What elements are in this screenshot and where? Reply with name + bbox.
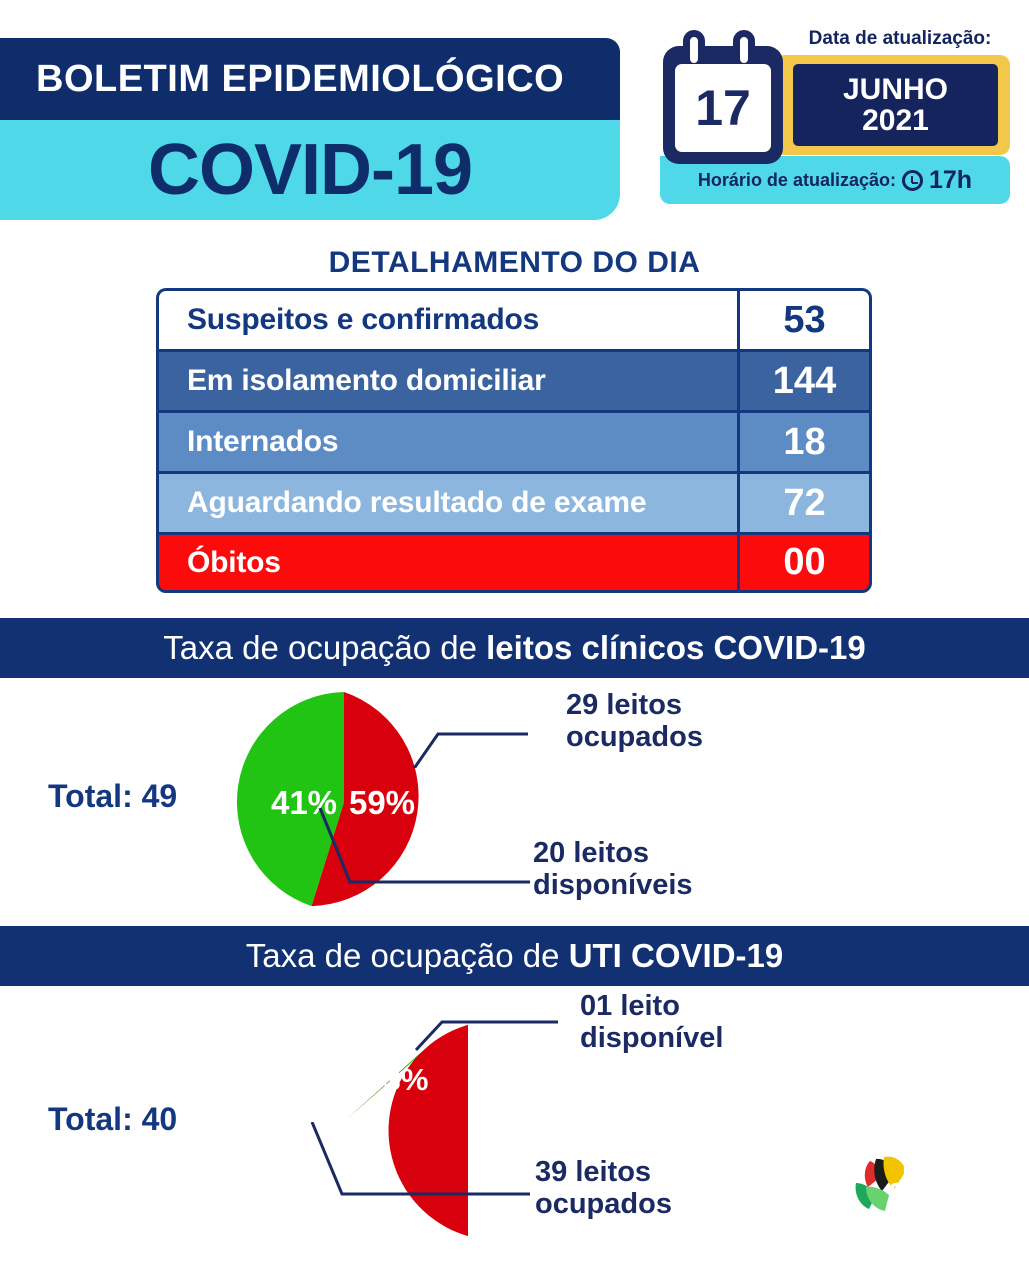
icu-band: Taxa de ocupação de UTI COVID-19 bbox=[0, 926, 1029, 986]
clinical-beds-band-text: Taxa de ocupação de leitos clínicos COVI… bbox=[163, 629, 866, 667]
page-header: BOLETIM EPIDEMIOLÓGICO COVID-19 Data de … bbox=[0, 0, 1029, 228]
icu-occupied-callout: 39 leitos ocupados bbox=[535, 1156, 672, 1221]
band-strong-1: leitos clínicos COVID-19 bbox=[486, 629, 866, 666]
year-value: 2021 bbox=[862, 104, 929, 137]
calendar-icon: 17 bbox=[663, 30, 783, 164]
day-value: 17 bbox=[695, 80, 751, 136]
pie-occupied-percent: 59% bbox=[349, 784, 415, 821]
table-row-label: Aguardando resultado de exame bbox=[187, 486, 647, 519]
update-time-bar: Horário de atualização: 17h bbox=[660, 156, 1010, 204]
porto-seguro-logo: SECRETARIA MUNICIPAL DA SAÚDE PREFEITURA… bbox=[855, 1086, 1016, 1233]
clinical-occupied-leader-line bbox=[412, 732, 528, 768]
bulletin-title: BOLETIM EPIDEMIOLÓGICO bbox=[36, 57, 565, 100]
clock-icon bbox=[901, 169, 923, 191]
logo-mark-and-wordmark: PREFEITURA DE PORTO SEGURO O Brasil nasc… bbox=[855, 1147, 1016, 1233]
clinical-available-leader-line bbox=[318, 808, 530, 884]
time-value: 17h bbox=[928, 165, 973, 194]
icu-total-label: Total: 40 bbox=[48, 1101, 178, 1137]
logo-secretaria-line3: DA SAÚDE bbox=[903, 1124, 979, 1139]
table-row-value: 144 bbox=[737, 352, 869, 410]
icu-available-leader-line bbox=[414, 1020, 558, 1052]
date-frame: JUNHO 2021 bbox=[775, 55, 1010, 155]
icu-occupied-line2: ocupados bbox=[535, 1188, 672, 1221]
table-row-label: Em isolamento domiciliar bbox=[187, 364, 546, 397]
pie-slice-available bbox=[348, 1044, 430, 1118]
covid-title: COVID-19 bbox=[147, 130, 473, 210]
calendar-day-face: 17 bbox=[675, 64, 771, 152]
clinical-beds-section: Total: 49 59% 41% 29 leitos ocupados 20 … bbox=[0, 678, 1029, 926]
band-prefix-1: Taxa de ocupação de bbox=[163, 629, 487, 666]
pie-available-percent: 3% bbox=[384, 1062, 429, 1097]
clinical-available-line2: disponíveis bbox=[533, 869, 693, 902]
clinical-available-callout: 20 leitos disponíveis bbox=[533, 837, 693, 902]
icu-available-line1: 01 leito bbox=[580, 990, 680, 1022]
table-row-label: Suspeitos e confirmados bbox=[187, 303, 540, 336]
band-strong-2: UTI COVID-19 bbox=[568, 937, 784, 974]
clinical-occupied-callout: 29 leitos ocupados bbox=[566, 689, 703, 754]
table-row: Internados 18 bbox=[156, 410, 872, 471]
band-prefix-2: Taxa de ocupação de bbox=[245, 937, 569, 974]
table-row-value: 53 bbox=[737, 291, 869, 349]
logo-secretaria-line1: SECRETARIA bbox=[894, 1088, 988, 1102]
icu-pie-chart: 97% 3% bbox=[281, 1024, 468, 1237]
table-row-value: 72 bbox=[737, 474, 869, 532]
table-row: Óbitos 00 bbox=[156, 532, 872, 593]
table-row: Suspeitos e confirmados 53 bbox=[156, 288, 872, 349]
table-row: Aguardando resultado de exame 72 bbox=[156, 471, 872, 532]
pie-available-percent: 41% bbox=[271, 784, 337, 821]
time-label: Horário de atualização: bbox=[697, 169, 896, 190]
logo-slogan: O Brasil nasceu aqui bbox=[884, 1213, 992, 1226]
icu-available-callout: 01 leito disponível bbox=[580, 990, 723, 1055]
table-row-label: Óbitos bbox=[187, 545, 281, 579]
icu-available-line2: disponível bbox=[580, 1022, 724, 1055]
bulletin-title-bar: BOLETIM EPIDEMIOLÓGICO bbox=[0, 38, 620, 120]
clinical-occupied-line2: ocupados bbox=[566, 721, 703, 754]
pie-slice-occupied bbox=[348, 1024, 468, 1237]
pie-slice-available bbox=[236, 692, 344, 907]
table-row-label: Internados bbox=[187, 425, 339, 458]
covid-title-bar: COVID-19 bbox=[0, 120, 620, 220]
table-row-value: 18 bbox=[737, 413, 869, 471]
table-row: Em isolamento domiciliar 144 bbox=[156, 349, 872, 410]
detail-section-title: DETALHAMENTO DO DIA bbox=[328, 246, 701, 279]
detail-table: Suspeitos e confirmados 53 Em isolamento… bbox=[156, 288, 872, 593]
clinical-available-line1: 20 leitos bbox=[533, 837, 650, 869]
clinical-occupied-line1: 29 leitos bbox=[566, 689, 683, 721]
logo-seguro-text: SEGURO bbox=[888, 1178, 1009, 1211]
icu-section: Total: 40 97% 3% 01 leito disponível 39 … bbox=[0, 986, 1029, 1280]
date-label: Data de atualização: bbox=[808, 28, 992, 49]
date-value: JUNHO 2021 bbox=[793, 64, 998, 146]
icu-occupied-leader-line bbox=[310, 1122, 530, 1196]
logo-secretaria-line2: MUNICIPAL bbox=[901, 1106, 981, 1121]
clinical-beds-band: Taxa de ocupação de leitos clínicos COVI… bbox=[0, 618, 1029, 678]
icu-occupied-line1: 39 leitos bbox=[535, 1156, 652, 1188]
clinical-total-label: Total: 49 bbox=[48, 778, 178, 814]
table-row-value: 00 bbox=[737, 535, 869, 590]
month-value: JUNHO bbox=[842, 72, 948, 106]
bulletin-title-block: BOLETIM EPIDEMIOLÓGICO COVID-19 bbox=[0, 38, 620, 220]
icu-band-text: Taxa de ocupação de UTI COVID-19 bbox=[246, 937, 783, 975]
update-date-block: Data de atualização: JUNHO 2021 17 Horár… bbox=[660, 28, 1010, 206]
